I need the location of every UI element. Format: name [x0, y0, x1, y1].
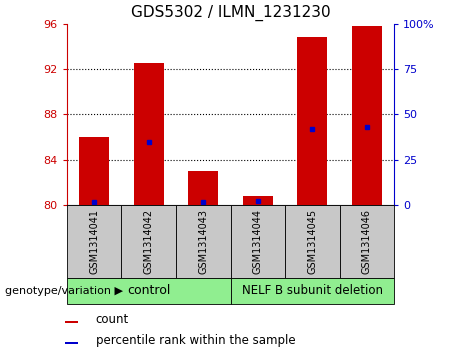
Text: genotype/variation ▶: genotype/variation ▶ [5, 286, 123, 296]
Title: GDS5302 / ILMN_1231230: GDS5302 / ILMN_1231230 [130, 5, 331, 21]
Bar [188, 171, 218, 205]
Bar [297, 37, 327, 205]
Bar [285, 205, 340, 278]
Text: GSM1314046: GSM1314046 [362, 209, 372, 274]
Bar [121, 205, 176, 278]
Bar [65, 342, 77, 344]
Text: NELF B subunit deletion: NELF B subunit deletion [242, 284, 383, 297]
Bar [134, 63, 164, 205]
Bar [67, 205, 121, 278]
Text: GSM1314041: GSM1314041 [89, 209, 99, 274]
Text: GSM1314042: GSM1314042 [144, 209, 154, 274]
Text: control: control [127, 284, 171, 297]
Bar [65, 321, 77, 323]
Bar [352, 26, 382, 205]
Bar [243, 196, 273, 205]
Text: percentile rank within the sample: percentile rank within the sample [95, 334, 296, 347]
Text: GSM1314044: GSM1314044 [253, 209, 263, 274]
Bar [176, 205, 230, 278]
Text: GSM1314043: GSM1314043 [198, 209, 208, 274]
Bar [79, 137, 109, 205]
Bar [340, 205, 394, 278]
Text: GSM1314045: GSM1314045 [307, 209, 317, 274]
Bar [230, 278, 394, 304]
Text: count: count [95, 313, 129, 326]
Bar [230, 205, 285, 278]
Bar [67, 278, 230, 304]
